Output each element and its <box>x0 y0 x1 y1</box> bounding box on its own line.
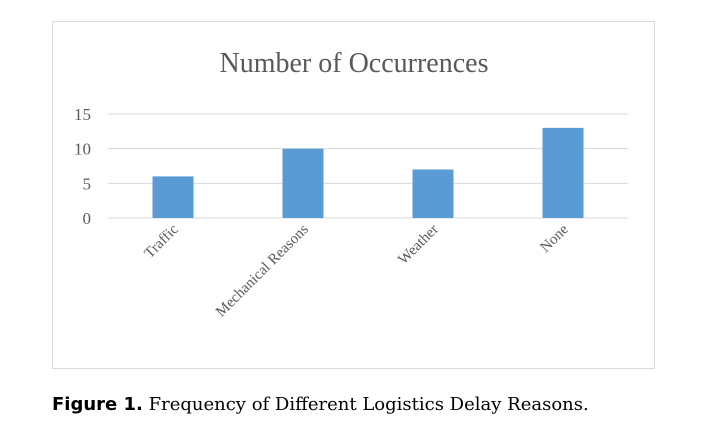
x-tick-label: Weather <box>395 222 441 268</box>
chart-container: Number of Occurrences 0 5 10 15 Traffic Mech… <box>52 21 655 369</box>
figure-caption-text: Frequency of Different Logistics Delay R… <box>142 394 589 415</box>
x-tick-label: Traffic <box>142 221 182 261</box>
figure-label: Figure 1. <box>52 394 143 415</box>
y-tick-label: 10 <box>74 140 91 159</box>
x-tick-label: Mechanical Reasons <box>213 221 312 320</box>
bar-weather <box>412 169 454 218</box>
bar-none <box>542 127 584 218</box>
bar-traffic <box>152 176 194 218</box>
x-tick-label: None <box>538 221 573 256</box>
bar-chart: Number of Occurrences 0 5 10 15 Traffic Mech… <box>74 48 628 320</box>
y-tick-label: 15 <box>74 105 91 124</box>
bar-mechanical-reasons <box>282 148 324 218</box>
chart-title: Number of Occurrences <box>220 48 489 79</box>
figure-caption: Figure 1. Frequency of Different Logisti… <box>52 394 692 415</box>
y-tick-label: 5 <box>83 174 92 193</box>
y-tick-label: 0 <box>83 209 92 228</box>
